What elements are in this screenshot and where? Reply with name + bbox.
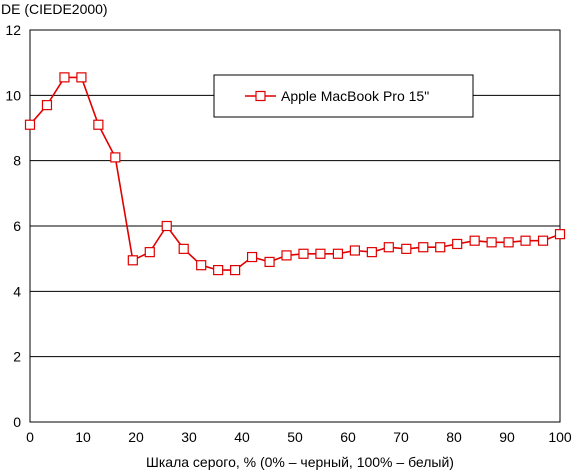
series-group bbox=[24, 72, 566, 276]
data-point-marker bbox=[298, 248, 309, 259]
data-point-marker bbox=[486, 237, 497, 248]
x-tick-label: 70 bbox=[393, 429, 409, 445]
data-point-marker bbox=[332, 248, 344, 259]
legend: Apple MacBook Pro 15" bbox=[213, 74, 474, 118]
y-tick-label: 8 bbox=[13, 153, 21, 169]
data-point-marker bbox=[76, 72, 87, 83]
data-point-marker bbox=[196, 260, 207, 271]
y-tick-label: 0 bbox=[13, 414, 21, 430]
x-tick-label: 0 bbox=[26, 429, 34, 445]
y-axis-tick-labels: 0 2 4 6 8 10 12 bbox=[5, 22, 21, 430]
data-point-marker bbox=[435, 242, 446, 253]
y-tick-label: 12 bbox=[5, 22, 21, 38]
data-point-marker bbox=[418, 242, 429, 253]
x-tick-label: 30 bbox=[181, 429, 197, 445]
data-point-marker bbox=[366, 247, 377, 258]
data-point-marker bbox=[24, 119, 36, 130]
data-point-marker bbox=[178, 243, 189, 254]
y-axis-title: DE (CIEDE2000) bbox=[1, 1, 108, 17]
legend-marker-icon bbox=[255, 90, 266, 102]
data-point-marker bbox=[127, 255, 138, 266]
data-point-marker bbox=[281, 250, 292, 261]
data-point-marker bbox=[161, 220, 172, 232]
data-point-marker bbox=[41, 100, 53, 111]
data-point-marker bbox=[213, 265, 224, 276]
y-tick-label: 10 bbox=[5, 87, 21, 103]
data-point-marker bbox=[452, 238, 463, 250]
data-point-marker bbox=[401, 243, 412, 254]
y-tick-label: 2 bbox=[13, 349, 21, 365]
x-tick-label: 20 bbox=[128, 429, 144, 445]
data-point-marker bbox=[537, 235, 549, 246]
data-point-marker bbox=[520, 235, 531, 246]
x-axis-title: Шкала серого, % (0% – черный, 100% – бел… bbox=[146, 454, 454, 470]
y-tick-label: 6 bbox=[13, 218, 21, 234]
x-tick-label: 10 bbox=[75, 429, 91, 445]
data-point-marker bbox=[110, 152, 121, 163]
data-point-marker bbox=[246, 251, 258, 263]
data-point-marker bbox=[93, 119, 104, 130]
data-point-marker bbox=[59, 72, 70, 83]
data-point-marker bbox=[315, 248, 326, 259]
data-point-marker bbox=[230, 265, 241, 276]
x-tick-label: 80 bbox=[446, 429, 462, 445]
plot-area-frame bbox=[29, 29, 561, 423]
x-tick-label: 50 bbox=[287, 429, 303, 445]
x-tick-label: 100 bbox=[548, 429, 572, 445]
x-tick-label: 60 bbox=[340, 429, 356, 445]
data-point-marker bbox=[554, 229, 566, 240]
x-tick-label: 40 bbox=[234, 429, 250, 445]
x-tick-label: 90 bbox=[499, 429, 515, 445]
data-point-marker bbox=[144, 247, 155, 258]
grid-lines bbox=[30, 94, 560, 358]
data-point-marker bbox=[383, 242, 394, 253]
data-point-marker bbox=[264, 256, 275, 268]
y-tick-label: 4 bbox=[13, 283, 21, 299]
data-point-marker bbox=[469, 235, 480, 246]
legend-entry-label: Apple MacBook Pro 15" bbox=[281, 88, 429, 104]
data-point-marker bbox=[503, 237, 514, 248]
data-point-marker bbox=[349, 245, 360, 256]
x-axis-tick-labels: 0 10 20 30 40 50 60 70 80 90 100 bbox=[26, 429, 572, 445]
